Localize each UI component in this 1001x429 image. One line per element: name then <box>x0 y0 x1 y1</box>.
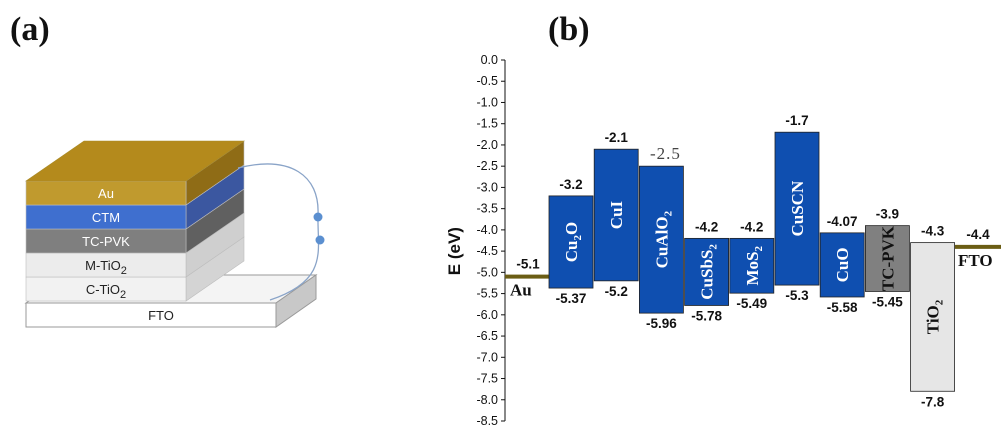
layer-label: TC-PVK <box>82 234 130 249</box>
vb-value: -5.78 <box>691 308 722 323</box>
y-tick-label: -5.0 <box>476 265 498 279</box>
y-tick-label: -4.0 <box>476 223 498 237</box>
band-bar-mos <box>729 237 775 294</box>
y-tick-label: -0.5 <box>476 74 498 88</box>
cb-value: -1.7 <box>785 113 808 128</box>
energy-level-chart: 0.0 -0.5 -1.0 -1.5 -2.0 -2.5 -3.0 -3.5 -4.0 -4.5 -… <box>445 53 1001 428</box>
device-stack-diagram: FTO C-TiO2 M-TiO2 TC-PVK CTM Au <box>24 140 325 328</box>
electrode-fto-name: FTO <box>958 251 993 270</box>
panel-label-b: (b) <box>548 11 590 48</box>
terminal-dot <box>315 235 325 245</box>
layer-label-fto: FTO <box>148 308 174 323</box>
cb-value: -4.2 <box>695 219 718 234</box>
au-top-face <box>25 140 245 182</box>
band-bar-label: TC-PVK <box>878 225 897 291</box>
y-tick-label: -7.5 <box>476 372 498 386</box>
band-bar-cusbs <box>684 237 729 306</box>
cb-value: -4.07 <box>827 214 858 229</box>
band-bar-label: TiO2 <box>924 299 946 334</box>
layer-label: M-TiO2 <box>85 258 127 277</box>
vb-value: -5.45 <box>872 294 903 309</box>
y-tick-label: -3.5 <box>476 202 498 216</box>
layer-front <box>25 276 187 302</box>
band-bar-cu <box>548 195 594 289</box>
electrode-au-name: Au <box>510 281 532 300</box>
y-tick-label: -2.0 <box>476 138 498 152</box>
vb-value: -5.58 <box>827 300 858 315</box>
layer-front <box>25 252 187 278</box>
substrate-front <box>25 302 277 328</box>
vb-value: -5.37 <box>556 291 587 306</box>
y-axis-title: E (eV) <box>445 227 464 275</box>
cb-value: -3.9 <box>876 207 899 222</box>
layer-front <box>25 228 187 254</box>
band-bar-tc-pvk <box>865 225 910 292</box>
layer-label: CTM <box>92 210 120 225</box>
y-tick-label: -1.0 <box>476 95 498 109</box>
band-bar-tio <box>910 242 955 392</box>
electrode-au-value: -5.1 <box>516 257 540 272</box>
electrode-fto-line <box>955 244 1001 249</box>
electrode-au-line <box>505 274 551 279</box>
y-tick-label: -8.0 <box>476 393 498 407</box>
band-bar-label: CuAlO2 <box>652 210 674 268</box>
layer-label: Au <box>98 186 114 201</box>
y-tick-label: -6.5 <box>476 329 498 343</box>
y-tick-label: -7.0 <box>476 350 498 364</box>
layer-front <box>25 180 187 206</box>
band-bar-cualo <box>639 165 684 314</box>
electrode-fto-value: -4.4 <box>966 227 990 242</box>
cb-value: -2.5 <box>650 144 681 163</box>
band-bar-cuscn <box>774 131 820 286</box>
cb-value: -4.2 <box>740 219 763 234</box>
band-bar-label: Cu2O <box>562 222 584 262</box>
band-bar-label: CuSbS2 <box>698 244 720 300</box>
band-bar-cuo <box>819 232 865 298</box>
y-tick-label: -6.0 <box>476 308 498 322</box>
band-bar-label: CuI <box>607 200 626 229</box>
terminal-dot <box>313 212 323 222</box>
vb-value: -5.3 <box>785 288 809 303</box>
y-tick-label: -3.0 <box>476 180 498 194</box>
band-bar-label: MoS2 <box>743 246 765 286</box>
y-tick-label: -1.5 <box>476 117 498 131</box>
vb-value: -5.49 <box>736 296 767 311</box>
vb-value: -7.8 <box>921 394 945 409</box>
y-tick-label: 0.0 <box>481 53 498 67</box>
panel-label-a: (a) <box>10 11 50 48</box>
cb-value: -3.2 <box>559 177 582 192</box>
layer-label: C-TiO2 <box>86 282 126 301</box>
cb-value: -2.1 <box>605 130 629 145</box>
band-bar-label: CuSCN <box>788 180 807 236</box>
y-tick-label: -8.5 <box>476 414 498 428</box>
y-tick-label: -4.5 <box>476 244 498 258</box>
band-bar-cui <box>593 148 639 282</box>
y-tick-label: -5.5 <box>476 287 498 301</box>
cb-value: -4.3 <box>921 224 945 239</box>
vb-value: -5.96 <box>646 316 677 331</box>
band-bar-label: CuO <box>833 247 852 282</box>
vb-value: -5.2 <box>605 284 628 299</box>
y-tick-label: -2.5 <box>476 159 498 173</box>
